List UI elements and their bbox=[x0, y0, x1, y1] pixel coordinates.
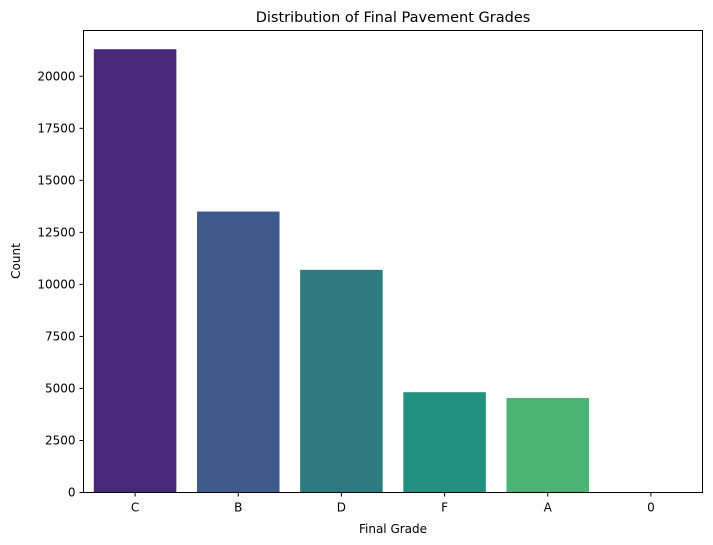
y-axis-label: Count bbox=[9, 243, 23, 279]
bars-group bbox=[93, 49, 693, 493]
bar-B bbox=[196, 211, 280, 493]
y-tick-label: 7500 bbox=[45, 329, 76, 343]
y-tick-label: 20000 bbox=[37, 69, 75, 83]
x-tick-label: A bbox=[544, 501, 553, 515]
chart-title: Distribution of Final Pavement Grades bbox=[256, 10, 531, 26]
bar-C bbox=[93, 49, 177, 493]
bar-F bbox=[403, 392, 486, 493]
x-axis-label: Final Grade bbox=[359, 522, 427, 536]
x-tick-label: B bbox=[234, 501, 242, 515]
x-tick-label: D bbox=[337, 501, 346, 515]
x-axis-ticks: C B D F A 0 bbox=[131, 492, 655, 515]
bar-D bbox=[300, 269, 383, 493]
y-tick-label: 17500 bbox=[37, 121, 75, 135]
y-tick-label: 12500 bbox=[37, 225, 75, 239]
y-tick-label: 2500 bbox=[45, 433, 76, 447]
y-tick-label: 5000 bbox=[45, 381, 76, 395]
x-tick-label: C bbox=[131, 501, 139, 515]
y-tick-label: 0 bbox=[68, 486, 76, 500]
y-tick-label: 10000 bbox=[37, 277, 75, 291]
y-axis-ticks: 0 2500 5000 7500 10000 12500 15000 17500 20000 bbox=[37, 69, 84, 500]
bar-A bbox=[506, 398, 590, 493]
plot-frame bbox=[83, 30, 703, 493]
x-tick-label: F bbox=[441, 501, 448, 515]
y-tick-label: 15000 bbox=[37, 173, 75, 187]
x-tick-label: 0 bbox=[647, 501, 655, 515]
